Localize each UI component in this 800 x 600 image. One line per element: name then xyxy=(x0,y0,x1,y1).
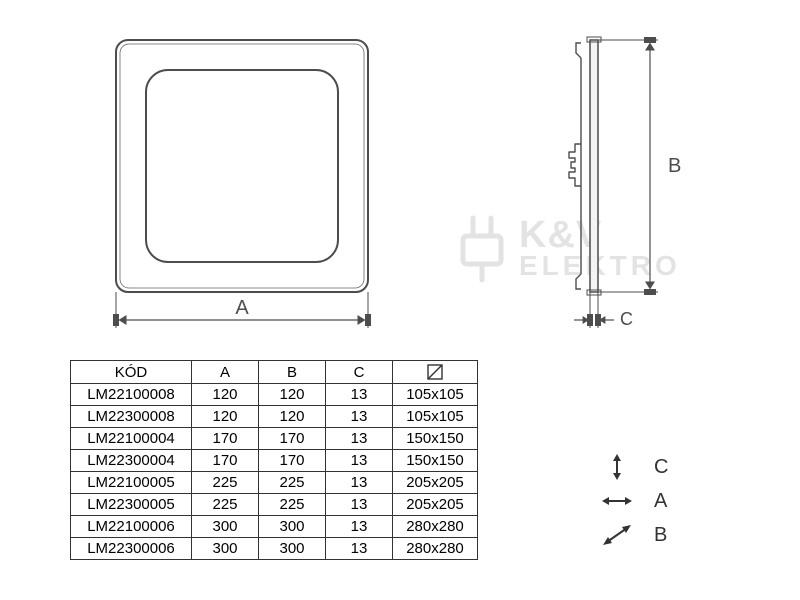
table-row: LM2210000812012013105x105 xyxy=(71,384,478,406)
col-header-cutout-icon xyxy=(393,361,478,384)
diagonal-icon xyxy=(600,523,634,547)
col-header-code: KÓD xyxy=(71,361,192,384)
table-cell: 225 xyxy=(192,494,259,516)
table-cell: 300 xyxy=(259,538,326,560)
table-cell: LM22300004 xyxy=(71,450,192,472)
table-cell: 150x150 xyxy=(393,450,478,472)
table-cell: 105x105 xyxy=(393,384,478,406)
table-cell: 120 xyxy=(259,406,326,428)
table-cell: 170 xyxy=(192,450,259,472)
table-cell: 280x280 xyxy=(393,516,478,538)
col-header-a: A xyxy=(192,361,259,384)
table-row: LM2210000417017013150x150 xyxy=(71,428,478,450)
table-cell: 13 xyxy=(326,406,393,428)
table-cell: 300 xyxy=(192,538,259,560)
table-cell: 170 xyxy=(259,428,326,450)
legend-label-c: C xyxy=(654,456,668,479)
table-row: LM2210000522522513205x205 xyxy=(71,472,478,494)
table-cell: 150x150 xyxy=(393,428,478,450)
technical-drawing: A B C xyxy=(0,0,800,350)
col-header-b: B xyxy=(259,361,326,384)
table-cell: LM22300008 xyxy=(71,406,192,428)
table-cell: 13 xyxy=(326,538,393,560)
table-cell: 120 xyxy=(259,384,326,406)
width-icon xyxy=(600,492,634,510)
table-header-row: KÓD A B C xyxy=(71,361,478,384)
depth-icon xyxy=(600,454,634,480)
table-cell: 105x105 xyxy=(393,406,478,428)
canvas: K&V ELEKTRO ABC KÓD A B C LM221000081201… xyxy=(0,0,800,600)
table-cell: 120 xyxy=(192,384,259,406)
table-row: LM2230000417017013150x150 xyxy=(71,450,478,472)
legend-label-b: B xyxy=(654,524,667,547)
dimension-legend: C A B xyxy=(600,450,668,552)
spec-table: KÓD A B C LM2210000812012013105x105LM223… xyxy=(70,360,478,560)
table-row: LM2230000812012013105x105 xyxy=(71,406,478,428)
table-row: LM2230000522522513205x205 xyxy=(71,494,478,516)
legend-label-a: A xyxy=(654,490,667,513)
table-cell: 13 xyxy=(326,494,393,516)
table-cell: LM22300006 xyxy=(71,538,192,560)
table-row: LM2210000630030013280x280 xyxy=(71,516,478,538)
legend-row-a: A xyxy=(600,484,668,518)
legend-row-c: C xyxy=(600,450,668,484)
table-cell: 280x280 xyxy=(393,538,478,560)
table-cell: 13 xyxy=(326,450,393,472)
svg-text:A: A xyxy=(235,297,249,319)
table-row: LM2230000630030013280x280 xyxy=(71,538,478,560)
table-cell: LM22300005 xyxy=(71,494,192,516)
table-cell: 225 xyxy=(192,472,259,494)
table-cell: 170 xyxy=(192,428,259,450)
table-cell: 170 xyxy=(259,450,326,472)
table-cell: LM22100004 xyxy=(71,428,192,450)
table-cell: 225 xyxy=(259,494,326,516)
table-cell: 300 xyxy=(192,516,259,538)
table-cell: 13 xyxy=(326,516,393,538)
legend-row-b: B xyxy=(600,518,668,552)
table-cell: LM22100005 xyxy=(71,472,192,494)
table-cell: 120 xyxy=(192,406,259,428)
table-cell: 13 xyxy=(326,384,393,406)
table-cell: 300 xyxy=(259,516,326,538)
table-cell: 205x205 xyxy=(393,494,478,516)
col-header-c: C xyxy=(326,361,393,384)
table-cell: 225 xyxy=(259,472,326,494)
table-cell: LM22100006 xyxy=(71,516,192,538)
table-cell: 205x205 xyxy=(393,472,478,494)
svg-text:C: C xyxy=(620,309,633,329)
table-cell: 13 xyxy=(326,472,393,494)
svg-text:B: B xyxy=(668,155,681,177)
table-cell: 13 xyxy=(326,428,393,450)
table-cell: LM22100008 xyxy=(71,384,192,406)
